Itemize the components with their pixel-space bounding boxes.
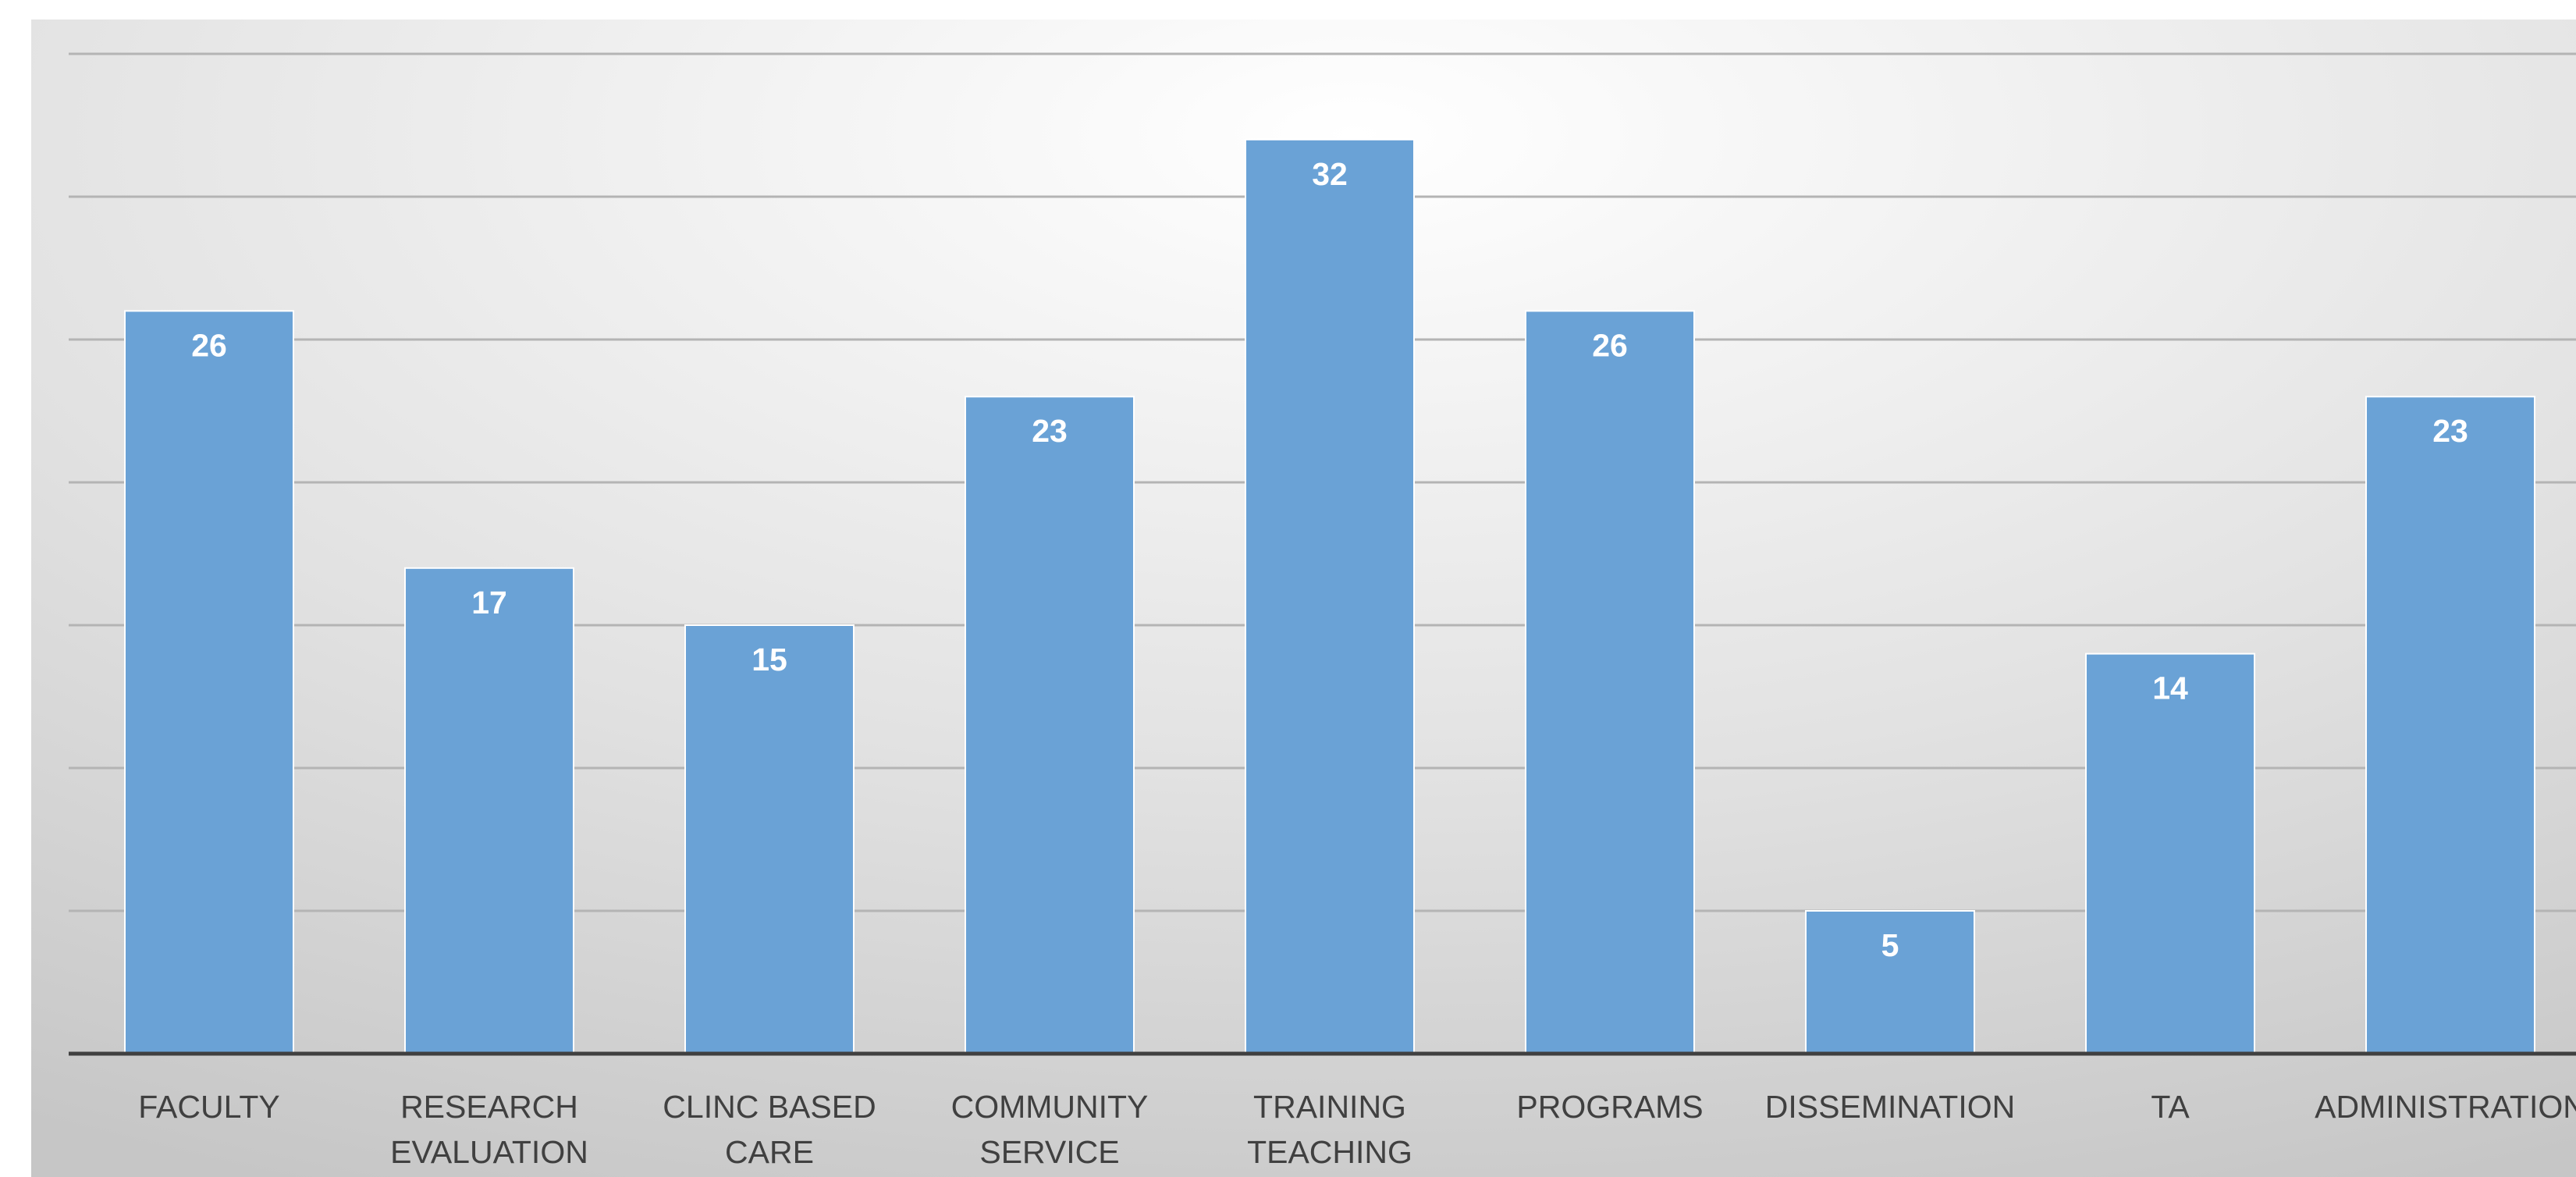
bar-9	[2365, 396, 2535, 1054]
category-label-5: TRAINING TEACHING	[1247, 1089, 1412, 1170]
data-label-3: 15	[751, 642, 787, 677]
category-label-9: ADMINISTRATION	[2315, 1089, 2576, 1125]
category-label-8: TA	[2151, 1089, 2190, 1125]
category-label-3: CLINC BASED CARE	[663, 1089, 876, 1170]
category-label-line: TRAINING	[1253, 1089, 1406, 1125]
category-label-line: COMMUNITY	[951, 1089, 1149, 1125]
bar-6	[1525, 310, 1695, 1054]
bar-1	[124, 310, 294, 1054]
data-label-6: 26	[1592, 327, 1628, 363]
data-label-8: 14	[2152, 670, 2188, 706]
bar-3	[684, 624, 855, 1054]
data-label-4: 23	[1032, 413, 1068, 449]
category-label-line: RESEARCH	[400, 1089, 578, 1125]
category-labels: FACULTY RESEARCH EVALUATION CLINC BASED CARE…	[138, 1089, 2576, 1170]
data-label-2: 17	[471, 585, 507, 621]
category-label-line: PROGRAMS	[1516, 1089, 1703, 1125]
data-labels: 26 17 15 23 32 26 5 14 23	[191, 156, 2468, 963]
category-label-line: ADMINISTRATION	[2315, 1089, 2576, 1125]
data-label-5: 32	[1312, 156, 1348, 192]
category-label-7: DISSEMINATION	[1765, 1089, 2015, 1125]
category-label-4: COMMUNITY SERVICE	[951, 1089, 1149, 1170]
category-label-line: EVALUATION	[390, 1134, 588, 1170]
category-label-line: DISSEMINATION	[1765, 1089, 2015, 1125]
category-label-line: TA	[2151, 1089, 2190, 1125]
bar-2	[404, 567, 574, 1054]
category-label-2: RESEARCH EVALUATION	[390, 1089, 588, 1170]
category-label-1: FACULTY	[138, 1089, 280, 1125]
category-label-line: CARE	[725, 1134, 814, 1170]
data-label-9: 23	[2432, 413, 2468, 449]
data-label-7: 5	[1881, 927, 1899, 963]
category-label-line: TEACHING	[1247, 1134, 1412, 1170]
bar-8	[2085, 653, 2255, 1054]
bar-4	[965, 396, 1135, 1054]
category-label-6: PROGRAMS	[1516, 1089, 1703, 1125]
bar-7	[1805, 910, 1975, 1054]
category-label-line: FACULTY	[138, 1089, 280, 1125]
bars	[124, 138, 2535, 1054]
bar-5	[1245, 138, 1415, 1054]
data-label-1: 26	[191, 327, 227, 363]
category-label-line: SERVICE	[979, 1134, 1119, 1170]
category-label-line: CLINC BASED	[663, 1089, 876, 1125]
